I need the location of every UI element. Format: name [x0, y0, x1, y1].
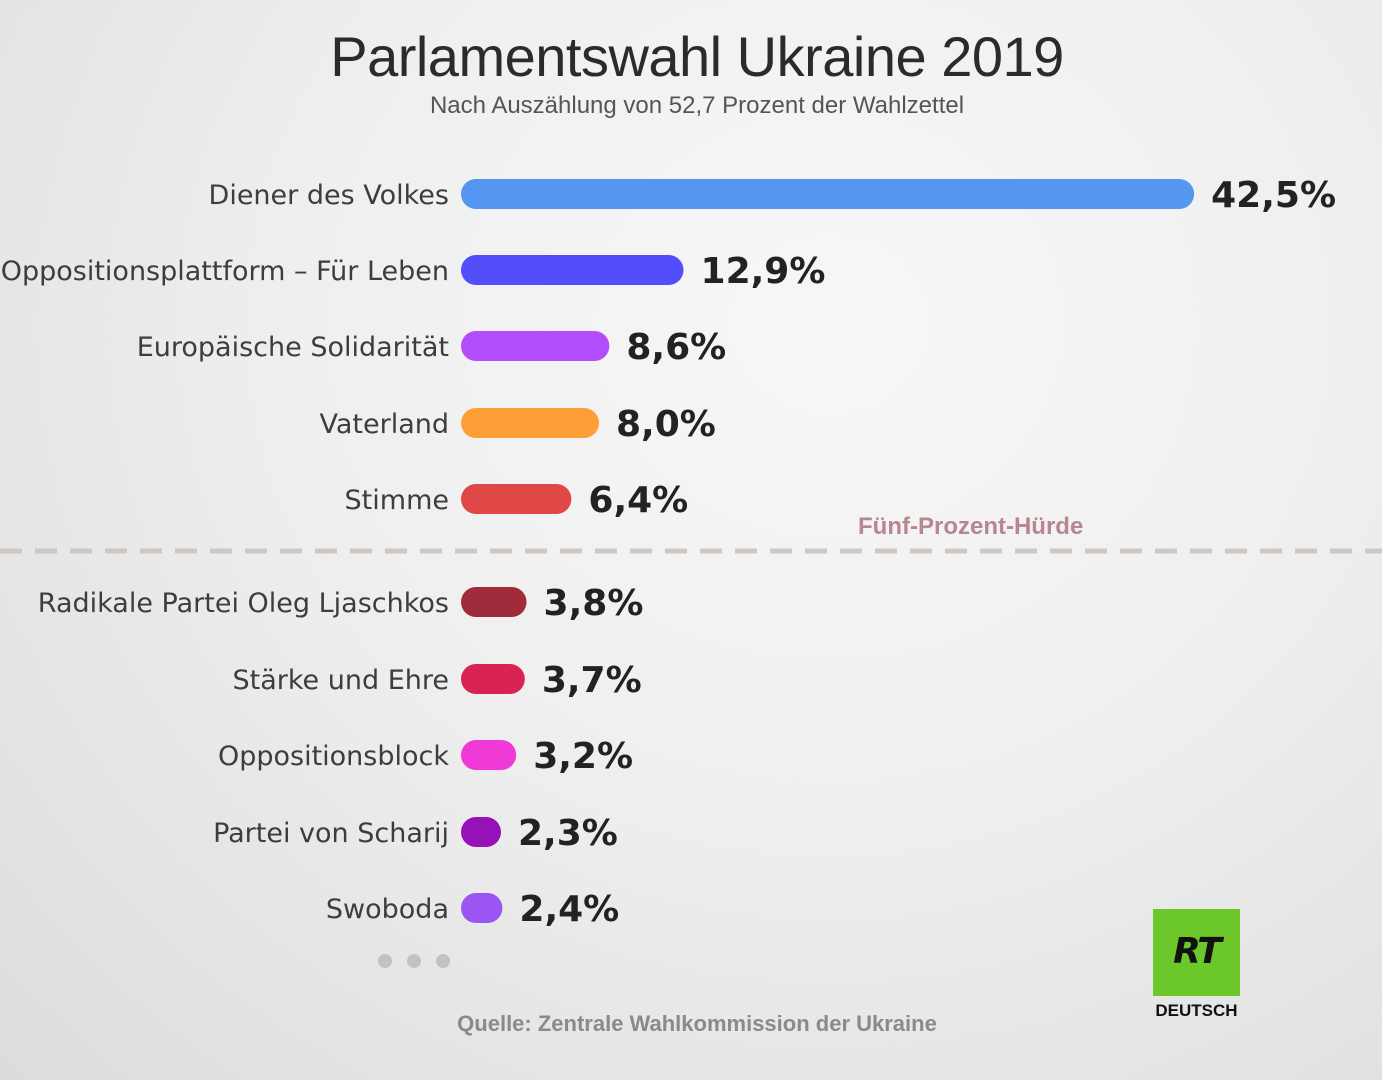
dot [436, 954, 450, 968]
more-parties-indicator [378, 954, 458, 970]
bar [461, 484, 572, 514]
bar [461, 587, 527, 617]
value-label: 2,4% [519, 889, 619, 930]
rt-logo-subtitle: DEUTSCH [1155, 1001, 1238, 1020]
value-label: 6,4% [588, 480, 688, 521]
category-label: Oppositionsblock [218, 741, 449, 772]
bar [461, 893, 503, 923]
bar [461, 664, 525, 694]
value-label: 12,9% [701, 251, 826, 292]
rt-logo-mark: RT [1173, 931, 1222, 972]
value-label: 2,3% [518, 813, 618, 854]
value-label: 3,8% [544, 583, 644, 624]
bar [461, 255, 684, 285]
source-note: Quelle: Zentrale Wahlkommission der Ukra… [457, 1011, 937, 1036]
value-label: 3,2% [533, 736, 633, 777]
category-label: Vaterland [319, 409, 449, 440]
rt-logo: RT [1153, 909, 1240, 996]
bar [461, 179, 1195, 209]
category-label: Oppositionsplattform – Für Leben [1, 256, 449, 287]
bar [461, 740, 517, 770]
value-label: 8,6% [626, 327, 726, 368]
bar [461, 408, 599, 438]
chart-subtitle: Nach Auszählung von 52,7 Prozent der Wah… [429, 92, 965, 119]
chart-title: Parlamentswahl Ukraine 2019 [330, 25, 1064, 88]
value-label: 3,7% [542, 660, 642, 701]
bar [461, 817, 501, 847]
dot [378, 954, 392, 968]
category-label: Partei von Scharij [213, 818, 449, 849]
value-label: 42,5% [1211, 175, 1336, 216]
category-label: Radikale Partei Oleg Ljaschkos [38, 588, 449, 619]
category-label: Stimme [345, 485, 449, 516]
threshold-label: Fünf-Prozent-Hürde [858, 513, 1084, 540]
value-label: 8,0% [616, 404, 716, 445]
category-label: Europäische Solidarität [137, 332, 449, 363]
bar [461, 331, 610, 361]
category-label: Diener des Volkes [209, 180, 449, 211]
dot [407, 954, 421, 968]
category-label: Swoboda [326, 894, 449, 925]
category-label: Stärke und Ehre [233, 665, 449, 696]
